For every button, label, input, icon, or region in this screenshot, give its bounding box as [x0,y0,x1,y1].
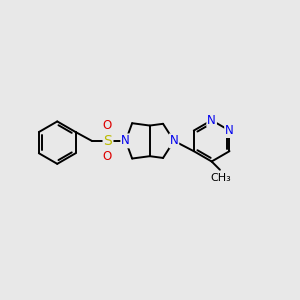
Text: N: N [169,134,178,147]
Text: S: S [103,134,112,148]
Text: N: N [225,124,234,137]
Text: CH₃: CH₃ [210,173,231,183]
Text: N: N [207,114,216,127]
Text: O: O [102,150,111,163]
Text: N: N [121,134,130,147]
Text: O: O [102,119,111,132]
